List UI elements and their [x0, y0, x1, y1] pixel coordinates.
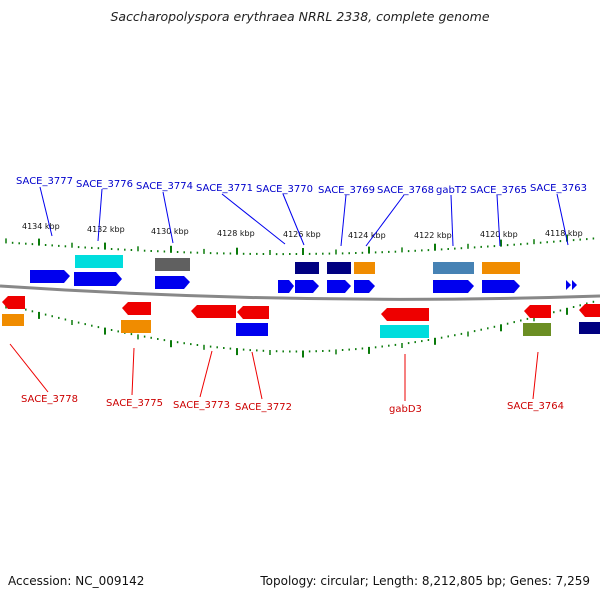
forward-gene-labels: SACE_3777 SACE_3776 SACE_3774 SACE_3771 … [16, 176, 587, 196]
gene-arrow-forward[interactable] [482, 280, 520, 293]
gene-label[interactable]: SACE_3768 [377, 185, 434, 196]
gene-block-navy[interactable] [295, 262, 319, 274]
connector-line [556, 193, 569, 246]
gene-label[interactable]: SACE_3778 [21, 394, 78, 405]
scale-label: 4124 kbp [348, 231, 386, 240]
accession-text: Accession: NC_009142 [8, 574, 145, 588]
reverse-gene-labels: SACE_3778 SACE_3775 SACE_3773 SACE_3772 … [21, 394, 564, 415]
gene-block-orange[interactable] [2, 314, 24, 326]
gene-block-orange[interactable] [354, 262, 375, 274]
gene-label[interactable]: SACE_3775 [106, 398, 163, 409]
gene-arrow-forward[interactable] [566, 280, 571, 290]
connector-line [282, 193, 305, 246]
connector-line [97, 188, 103, 242]
connector-line [199, 350, 213, 398]
gene-arrow-reverse[interactable] [579, 304, 600, 317]
gene-arrow-reverse[interactable] [524, 305, 551, 318]
gene-label[interactable]: gabD3 [389, 404, 422, 415]
gene-label[interactable]: SACE_3776 [76, 179, 133, 190]
connector-line [340, 194, 347, 247]
gene-label[interactable]: SACE_3771 [196, 183, 253, 194]
label-connectors [9, 186, 569, 401]
gene-arrow-reverse[interactable] [2, 296, 25, 309]
connector-line [39, 186, 53, 237]
scale-label: 4128 kbp [217, 229, 255, 238]
gene-arrow-forward[interactable] [295, 280, 319, 293]
gene-arrow-reverse[interactable] [381, 308, 429, 321]
gene-arrow-reverse[interactable] [237, 306, 269, 319]
gene-label[interactable]: SACE_3773 [173, 400, 230, 411]
gene-arrow-forward[interactable] [74, 272, 122, 286]
gene-label[interactable]: gabT2 [436, 185, 467, 196]
connector-line [251, 351, 263, 400]
gene-arrow-forward[interactable] [278, 280, 294, 293]
genome-title: Saccharopolyspora erythraea NRRL 2338, c… [110, 9, 490, 24]
gene-arrow-forward[interactable] [30, 270, 70, 283]
gene-block-blue[interactable] [236, 323, 268, 336]
scale-label: 4134 kbp [22, 222, 60, 231]
scale-label: 4132 kbp [87, 225, 125, 234]
gene-block-steel[interactable] [433, 262, 474, 274]
gene-label[interactable]: SACE_3777 [16, 176, 73, 187]
gene-arrow-forward[interactable] [433, 280, 474, 293]
gene-label[interactable]: SACE_3770 [256, 184, 313, 195]
gene-label[interactable]: SACE_3763 [530, 183, 587, 194]
connector-line [9, 343, 49, 393]
gene-block-orange[interactable] [482, 262, 520, 274]
connector-line [532, 351, 539, 400]
forward-strand-genes [30, 255, 577, 293]
gene-label[interactable]: SACE_3772 [235, 402, 292, 413]
gene-block-cyan[interactable] [380, 325, 429, 338]
gene-arrow-reverse[interactable] [122, 302, 151, 315]
gene-block-orange[interactable] [121, 320, 151, 333]
gene-label[interactable]: SACE_3774 [136, 181, 193, 192]
gene-label[interactable]: SACE_3764 [507, 401, 564, 412]
scale-label: 4126 kbp [283, 230, 321, 239]
gene-block-navy[interactable] [327, 262, 351, 274]
connector-line [162, 191, 174, 244]
gene-arrow-forward[interactable] [155, 276, 190, 289]
connector-line [365, 194, 405, 247]
connector-line [496, 194, 501, 247]
gene-label[interactable]: SACE_3765 [470, 185, 527, 196]
connector-line [450, 194, 454, 247]
scale-ticks-top [5, 234, 595, 256]
scale-label: 4118 kbp [545, 229, 583, 238]
connector-line [221, 193, 286, 245]
gene-block-grey[interactable] [155, 258, 190, 271]
gene-arrow-forward[interactable] [354, 280, 375, 293]
gene-arrow-forward[interactable] [327, 280, 351, 293]
genome-backbone [0, 284, 600, 301]
gene-arrow-reverse[interactable] [191, 305, 236, 318]
scale-ticks-bottom [5, 300, 595, 358]
gene-block-navy[interactable] [579, 322, 600, 334]
gene-arrow-forward[interactable] [572, 280, 577, 290]
scale-label: 4130 kbp [151, 227, 189, 236]
connector-line [131, 347, 135, 396]
gene-block-cyan[interactable] [75, 255, 123, 268]
gene-label[interactable]: SACE_3769 [318, 185, 375, 196]
gene-block-olive[interactable] [523, 323, 551, 336]
genome-summary-text: Topology: circular; Length: 8,212,805 bp… [260, 574, 590, 588]
scale-label: 4122 kbp [414, 231, 452, 240]
reverse-strand-genes [2, 296, 600, 338]
